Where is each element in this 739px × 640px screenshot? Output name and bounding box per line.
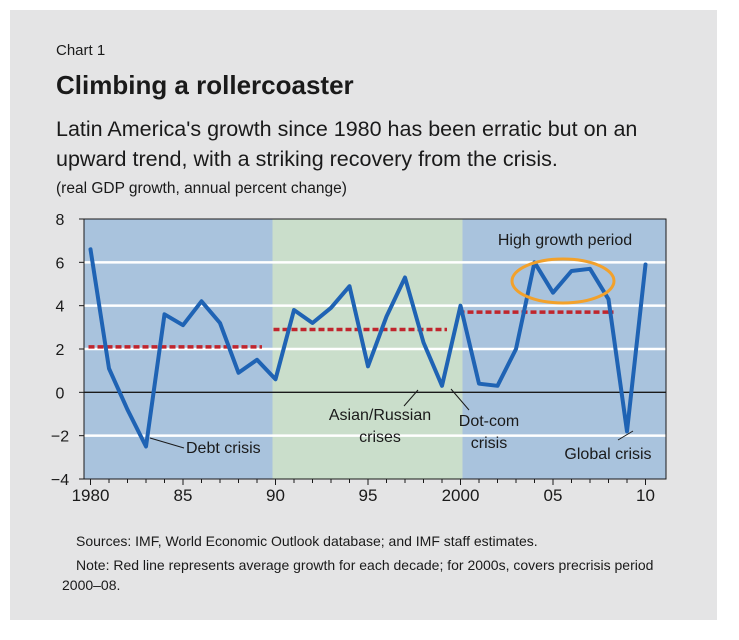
chart-number: Chart 1 [56, 42, 106, 59]
leader-line [403, 389, 419, 407]
chart-title: Climbing a rollercoaster [56, 70, 354, 100]
chart-subtitle: Latin America's growth since 1980 has be… [56, 117, 638, 171]
annotation-dotcom-2: crisis [471, 435, 507, 452]
annotation-leaders [149, 388, 634, 449]
y-axis-ticks: 8 6 4 2 0 −2 −4 [51, 212, 84, 489]
y-tick-label: 0 [56, 385, 65, 402]
y-tick-label: 2 [56, 342, 65, 359]
x-tick-label: 05 [544, 486, 563, 505]
annotation-dotcom: Dot-com [459, 413, 519, 430]
x-tick-label: 2000 [442, 486, 480, 505]
chart-units: (real GDP growth, annual percent change) [56, 180, 347, 197]
y-tick-label: −2 [51, 429, 69, 446]
leader-line [617, 430, 634, 441]
sources-note: Sources: IMF, World Economic Outlook dat… [76, 533, 538, 549]
leader-line [149, 437, 185, 449]
leader-line [450, 388, 470, 411]
annotation-asian-russian: Asian/Russian [329, 407, 431, 424]
annotation-debt-crisis: Debt crisis [186, 440, 261, 457]
x-axis-ticks: 1980 85 90 95 2000 05 10 [72, 479, 655, 505]
x-tick-label: 95 [359, 486, 378, 505]
x-tick-label: 85 [174, 486, 193, 505]
y-tick-label: 6 [56, 255, 65, 272]
gdp-growth-line [88, 247, 648, 449]
y-tick-label: 4 [56, 299, 65, 316]
annotation-asian-russian-2: crises [359, 429, 401, 446]
y-tick-label: 8 [56, 212, 65, 229]
x-tick-label: 90 [266, 486, 285, 505]
high-growth-highlight [510, 257, 616, 305]
x-tick-label: 1980 [72, 486, 110, 505]
annotation-high-growth: High growth period [498, 232, 632, 249]
y-tick-label: −4 [51, 472, 69, 489]
footnote: Note: Red line represents average growth… [62, 557, 654, 593]
annotation-global-crisis: Global crisis [564, 446, 651, 463]
x-tick-label: 10 [636, 486, 655, 505]
